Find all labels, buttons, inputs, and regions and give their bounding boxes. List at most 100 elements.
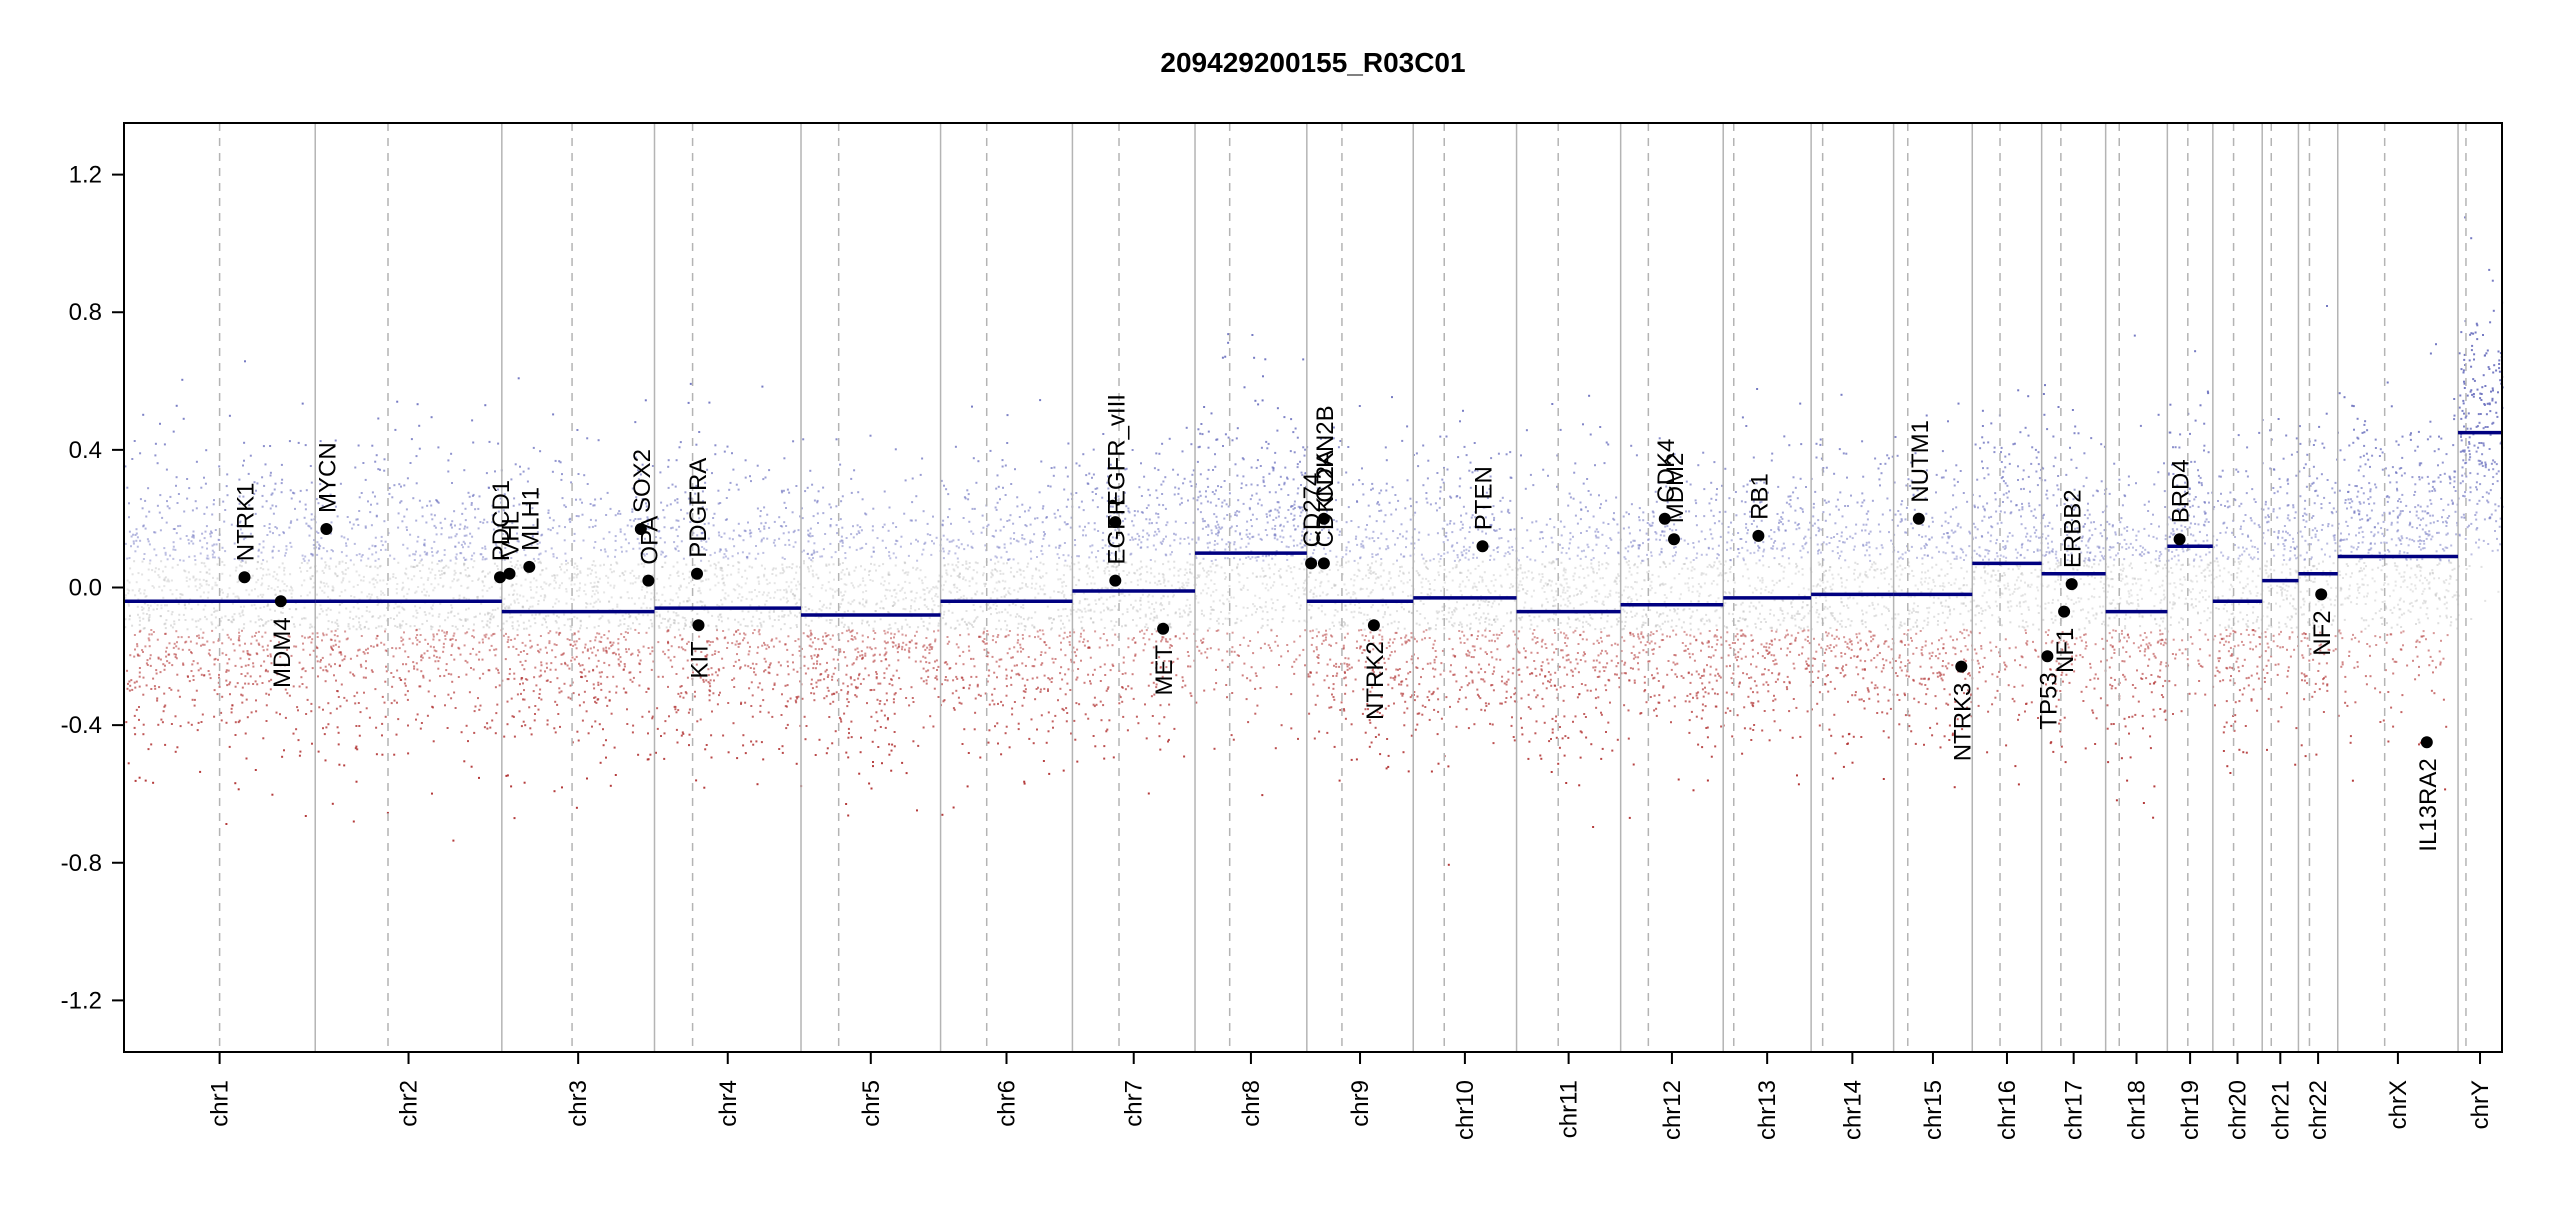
probe-point-4733 <box>1029 539 1032 542</box>
probe-point-2333 <box>646 614 649 617</box>
probe-point-3740 <box>846 685 849 688</box>
probe-point-681 <box>136 605 139 608</box>
probe-point-1546 <box>486 521 489 524</box>
probe-point-2955 <box>719 691 721 694</box>
probe-point-1448 <box>414 605 417 608</box>
probe-point-1613 <box>374 460 377 463</box>
probe-point-1638 <box>431 554 434 557</box>
probe-point-1764 <box>429 645 432 648</box>
probe-point-1366 <box>334 643 337 646</box>
probe-point-2181 <box>561 582 563 585</box>
probe-point-4817 <box>1054 714 1057 717</box>
probe-point-4977 <box>998 619 1001 622</box>
probe-point-3803 <box>881 539 884 542</box>
probe-point-3171 <box>757 552 760 555</box>
probe-point-3229 <box>667 656 670 659</box>
probe-point-3166 <box>701 580 704 582</box>
probe-point-2428 <box>602 728 604 731</box>
probe-point-693 <box>146 604 149 607</box>
probe-point-3521 <box>655 592 658 595</box>
probe-point-3900 <box>865 601 868 604</box>
probe-point-1960 <box>317 502 320 505</box>
probe-point-3808 <box>814 648 817 651</box>
probe-point-4316 <box>870 555 873 558</box>
probe-point-4983 <box>978 635 981 638</box>
probe-point-357 <box>205 571 208 574</box>
probe-point-728 <box>283 664 286 667</box>
probe-point-3976 <box>819 663 822 666</box>
probe-point-2581 <box>513 735 516 738</box>
probe-point-640 <box>241 694 244 697</box>
probe-point-536 <box>257 578 260 581</box>
probe-point-2578 <box>520 584 523 587</box>
probe-point-4006 <box>885 651 888 654</box>
probe-point-3944 <box>827 689 830 692</box>
probe-point-1022 <box>146 664 149 666</box>
probe-point-4404 <box>803 560 805 563</box>
probe-point-792 <box>188 555 191 558</box>
probe-point-4628 <box>962 517 965 519</box>
probe-point-3532 <box>705 508 708 511</box>
probe-point-1501 <box>319 483 322 486</box>
probe-point-1889 <box>334 629 337 632</box>
probe-point-2231 <box>620 633 623 636</box>
probe-point-3779 <box>883 676 886 679</box>
probe-point-1816 <box>491 719 494 722</box>
probe-point-1965 <box>413 559 416 561</box>
probe-point-3875 <box>875 711 878 714</box>
probe-point-2738 <box>508 672 511 675</box>
probe-point-2615 <box>621 550 623 553</box>
probe-point-3420 <box>711 710 713 713</box>
probe-point-148 <box>177 525 180 528</box>
probe-point-36 <box>209 535 212 538</box>
probe-point-4545 <box>994 555 997 558</box>
probe-point-3831 <box>805 609 808 612</box>
probe-point-3784 <box>900 588 903 591</box>
probe-point-4593 <box>1043 593 1046 596</box>
probe-point-2819 <box>530 596 533 599</box>
probe-point-4107 <box>937 622 940 625</box>
probe-point-2964 <box>661 617 664 620</box>
probe-point-4746 <box>1070 658 1073 661</box>
probe-point-2206 <box>610 645 613 648</box>
probe-point-3168 <box>656 577 659 580</box>
probe-point-2182 <box>570 626 573 628</box>
probe-point-1180 <box>326 550 329 553</box>
probe-point-2318 <box>553 574 555 577</box>
probe-point-243 <box>170 723 173 725</box>
probe-point-1202 <box>400 636 403 639</box>
probe-point-1126 <box>392 676 395 678</box>
probe-point-4067 <box>822 512 825 515</box>
probe-point-3820 <box>840 571 843 574</box>
probe-point-3151 <box>779 589 782 592</box>
probe-point-4548 <box>1001 459 1004 462</box>
probe-point-74 <box>297 709 299 712</box>
probe-point-3715 <box>916 567 919 570</box>
probe-point-2010 <box>425 594 428 597</box>
probe-point-2588 <box>634 518 637 520</box>
probe-point-4775 <box>1010 483 1013 485</box>
probe-point-3903 <box>909 519 912 522</box>
probe-point-1241 <box>349 657 352 660</box>
probe-point-3583 <box>756 507 759 510</box>
probe-point-1357 <box>492 633 495 636</box>
probe-point-3991 <box>806 634 809 637</box>
probe-point-220 <box>141 573 144 576</box>
probe-point-3989 <box>892 701 895 704</box>
probe-point-701 <box>289 489 292 492</box>
probe-point-3918 <box>866 646 869 649</box>
probe-point-865 <box>252 683 255 685</box>
probe-point-431 <box>270 493 273 496</box>
probe-point-2753 <box>508 605 511 608</box>
probe-point-86 <box>237 578 240 581</box>
probe-point-1014 <box>128 530 131 533</box>
probe-point-3089 <box>696 601 699 604</box>
probe-point-4116 <box>872 507 875 510</box>
probe-point-2180 <box>623 636 626 638</box>
probe-point-3377 <box>796 615 798 618</box>
probe-point-3372 <box>731 538 734 541</box>
probe-point-1334 <box>382 579 385 582</box>
probe-point-2208 <box>510 557 513 559</box>
probe-point-4758 <box>994 562 997 565</box>
probe-point-574 <box>155 669 158 672</box>
